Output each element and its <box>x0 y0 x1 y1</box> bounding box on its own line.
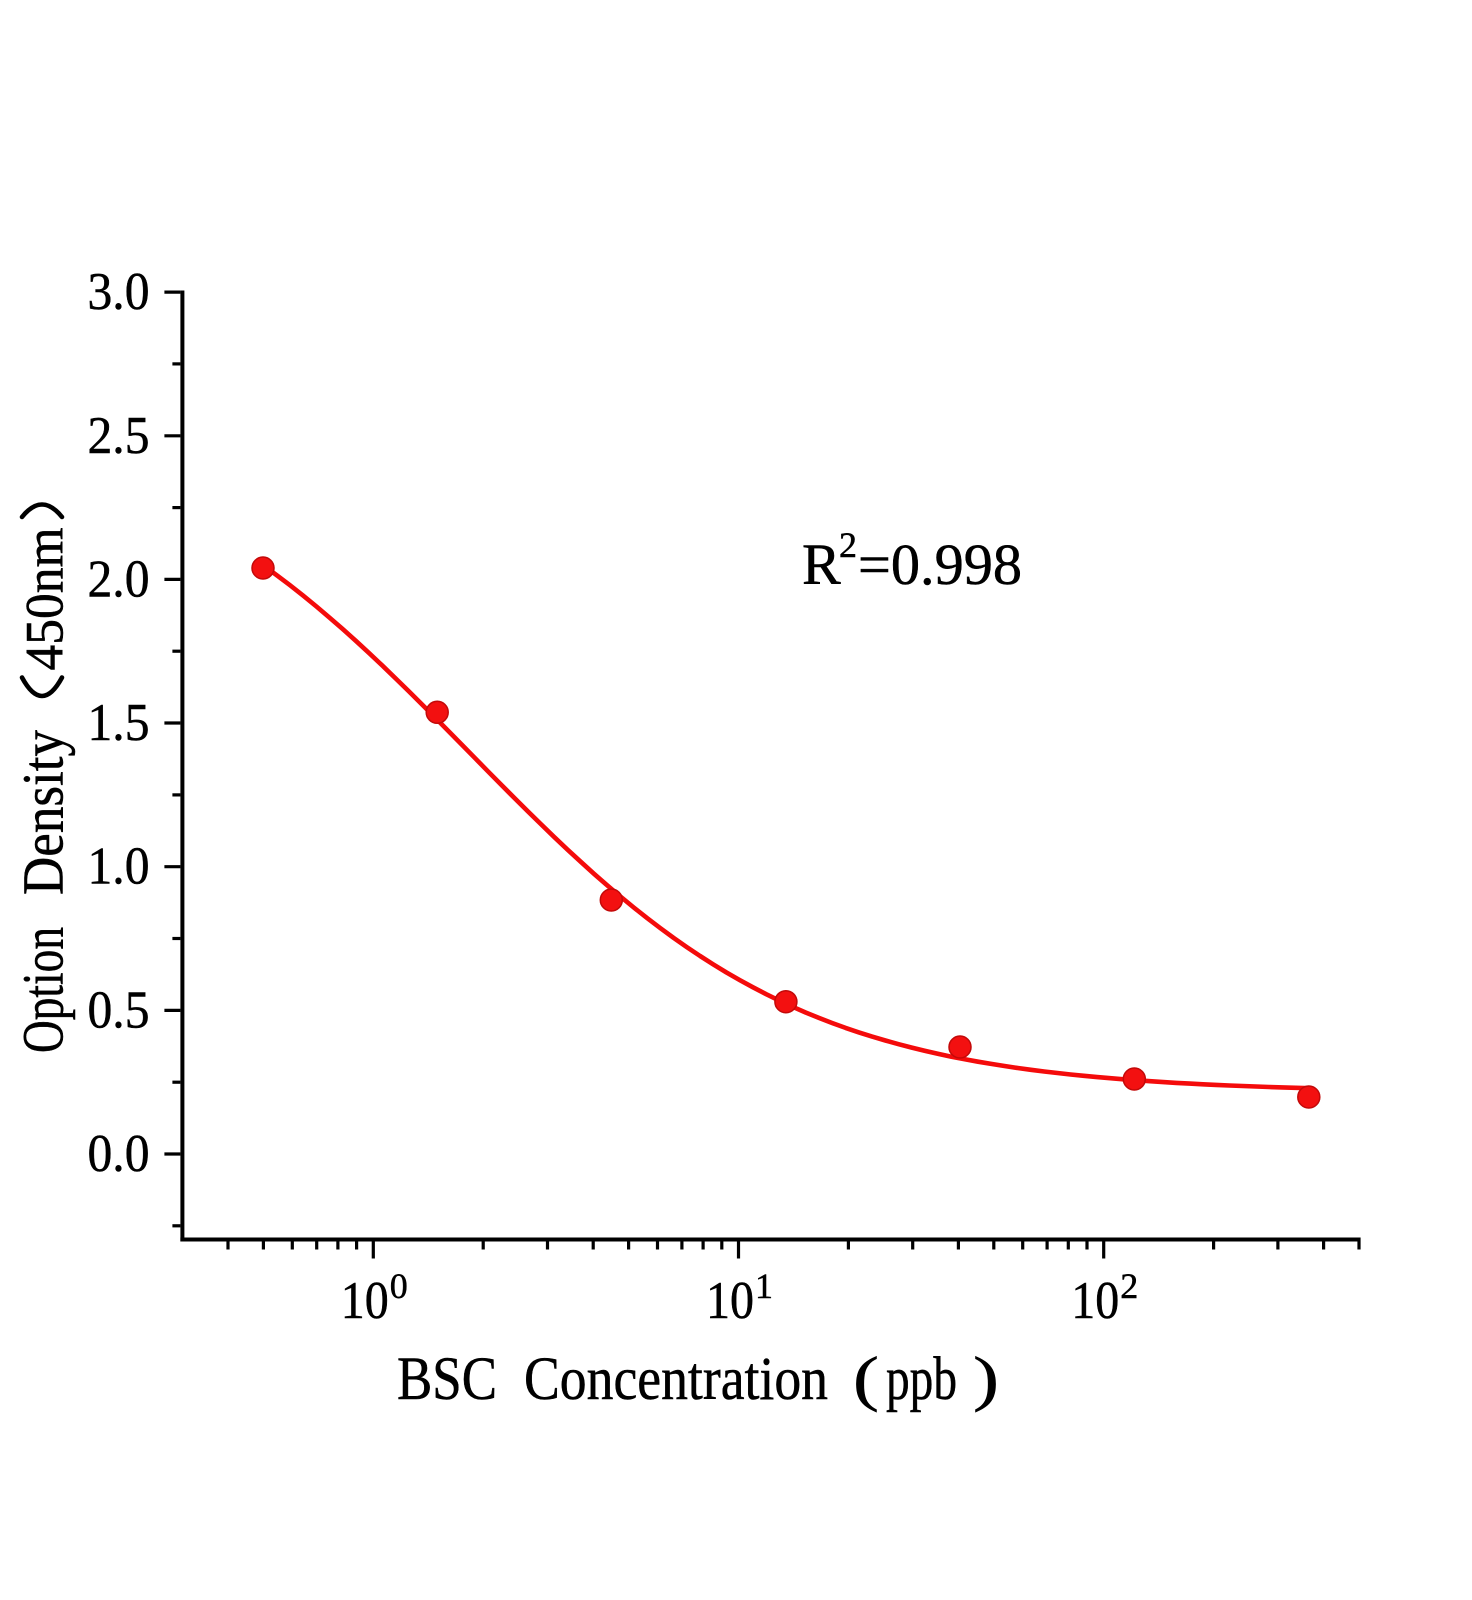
svg-text:1.5: 1.5 <box>88 694 150 752</box>
svg-text:1: 1 <box>755 1266 773 1306</box>
svg-text:(: ( <box>853 1346 879 1413</box>
svg-text:0.5: 0.5 <box>88 981 150 1039</box>
svg-text:10: 10 <box>706 1272 754 1330</box>
svg-text:BSC: BSC <box>397 1346 497 1413</box>
svg-text:): ) <box>973 1346 999 1413</box>
svg-text:10: 10 <box>1071 1272 1119 1330</box>
svg-text:Concentration: Concentration <box>524 1346 828 1413</box>
svg-text:2: 2 <box>839 525 857 565</box>
svg-text:10: 10 <box>341 1272 389 1330</box>
svg-text:=0.998: =0.998 <box>858 532 1022 597</box>
svg-text:1.0: 1.0 <box>88 838 150 896</box>
svg-text:2: 2 <box>1120 1266 1138 1306</box>
svg-text:450nm: 450nm <box>15 528 75 671</box>
svg-text:R: R <box>802 532 841 597</box>
svg-text:3.0: 3.0 <box>88 263 150 321</box>
svg-text:Option: Option <box>11 927 76 1053</box>
svg-text:2.5: 2.5 <box>88 407 150 465</box>
svg-text:ppb: ppb <box>886 1346 957 1413</box>
svg-text:0.0: 0.0 <box>88 1125 150 1183</box>
svg-text:2.0: 2.0 <box>88 550 150 608</box>
svg-text:0: 0 <box>390 1266 408 1306</box>
svg-text:Density: Density <box>11 730 76 895</box>
